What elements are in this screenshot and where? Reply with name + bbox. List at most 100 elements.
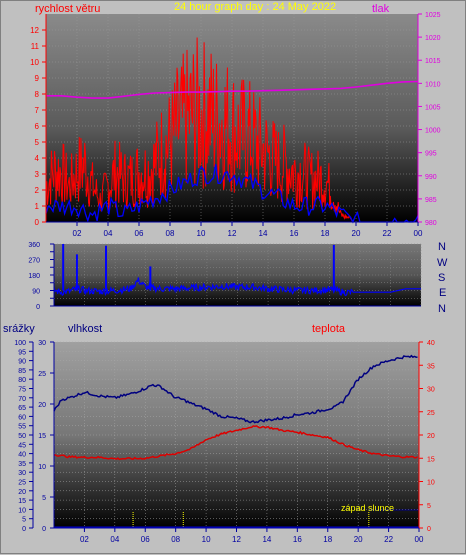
rain-tick-label: 25 [18,480,26,487]
humidity-tick-label: 10 [38,464,46,471]
right-tick-label: 1020 [425,35,441,42]
sunset-label: západ slunce [341,503,394,513]
wind-chart-axes: 0123456789101112980985990995100010051010… [30,12,441,238]
compass-n-bottom: N [438,303,446,315]
left-tick-label: 8 [35,90,40,99]
left-tick-label: 12 [30,26,39,35]
rain-tick-label: 95 [18,349,26,356]
rain-tick-label: 60 [18,414,26,421]
x-tick-label: 00 [415,535,424,544]
x-tick-label: 14 [259,229,268,238]
x-tick-label: 16 [293,535,302,544]
rain-tick-label: 40 [18,452,26,459]
rain-tick-label: 100 [14,340,26,347]
x-tick-label: 18 [323,535,332,544]
left-tick-label: 9 [35,74,40,83]
humidity-axis-title: vlhkost [68,323,102,335]
humidity-tick-label: 25 [38,371,46,378]
wind-pressure-chart: 0123456789101112980985990995100010051010… [30,1,441,238]
temp-chart-series [53,354,419,528]
direction-tick-label: 0 [36,304,40,311]
rain-tick-label: 45 [18,442,26,449]
left-tick-label: 7 [35,106,40,115]
temp-tick-label: 0 [427,526,431,533]
compass-s: S [438,272,445,284]
x-tick-label: 20 [352,229,361,238]
temperature-line [53,425,418,461]
rain-tick-label: 65 [18,405,26,412]
wind-direction-line [53,277,421,297]
temperature-axis-title: teplota [312,323,346,335]
x-tick-label: 10 [202,535,211,544]
x-tick-label: 16 [290,229,299,238]
x-tick-label: 22 [384,535,393,544]
humidity-tick-label: 5 [42,495,46,502]
x-tick-label: 10 [197,229,206,238]
x-tick-label: 04 [104,229,113,238]
rain-tick-label: 55 [18,424,26,431]
rain-tick-label: 70 [18,396,26,403]
temp-chart-axes: 0510152025303540455055606570758085909510… [14,340,435,544]
left-tick-label: 4 [35,154,40,163]
temp-tick-label: 10 [427,480,435,487]
left-tick-label: 10 [30,58,39,67]
x-tick-label: 06 [141,535,150,544]
left-tick-label: 3 [35,170,40,179]
temp-tick-label: 30 [427,387,435,394]
right-tick-label: 1025 [425,12,441,19]
temp-tick-label: 5 [427,503,431,510]
wind-average-line [45,164,419,224]
x-tick-label: 18 [321,229,330,238]
left-tick-label: 5 [35,138,40,147]
x-tick-label: 02 [80,535,89,544]
graph-title: 24 hour graph day : 24 May 2022 [174,1,336,13]
wind-direction-chart: 0 90 180 270 360 N W S E N [28,241,448,315]
wind-axis-title: rychlost větru [35,3,100,15]
compass-e: E [439,287,446,299]
compass-n-top: N [438,241,446,253]
x-tick-label: 14 [262,535,271,544]
right-tick-label: 1000 [425,128,441,135]
x-tick-label: 02 [73,229,82,238]
x-tick-label: 22 [383,229,392,238]
rain-tick-label: 5 [22,517,26,524]
right-tick-label: 995 [425,151,437,158]
left-tick-label: 6 [35,122,40,131]
wind-chart-series [45,37,419,224]
direction-tick-label: 360 [28,242,40,249]
temp-tick-label: 25 [427,410,435,417]
temp-tick-label: 15 [427,456,435,463]
rain-tick-label: 35 [18,461,26,468]
x-tick-label: 12 [228,229,237,238]
temp-tick-label: 40 [427,340,435,347]
right-tick-label: 1005 [425,104,441,111]
left-tick-label: 0 [35,218,40,227]
left-tick-label: 1 [35,202,40,211]
temp-chart-grid [54,341,420,529]
wind-chart-plot-area [46,14,418,222]
x-tick-label: 08 [166,229,175,238]
x-tick-label: 04 [110,535,119,544]
right-tick-label: 1015 [425,58,441,65]
x-tick-label: 20 [354,535,363,544]
rain-tick-label: 0 [22,526,26,533]
rain-tick-label: 20 [18,489,26,496]
rain-axis-title: srážky [3,323,35,335]
temp-tick-label: 20 [427,433,435,440]
right-tick-label: 980 [425,220,437,227]
x-tick-label: 00 [414,229,423,238]
rain-tick-label: 90 [18,359,26,366]
x-tick-label: 06 [135,229,144,238]
rain-tick-label: 10 [18,507,26,514]
pressure-axis-title: tlak [372,3,390,15]
rain-humidity-temperature-chart: 0510152025303540455055606570758085909510… [3,323,435,544]
x-tick-label: 08 [171,535,180,544]
direction-chart-series [53,244,421,297]
left-tick-label: 11 [31,42,40,51]
direction-chart-axes: 0 90 180 270 360 [28,242,421,311]
humidity-tick-label: 0 [42,526,46,533]
rain-tick-label: 85 [18,368,26,375]
wind-speed-line [45,37,418,223]
right-tick-label: 985 [425,197,437,204]
